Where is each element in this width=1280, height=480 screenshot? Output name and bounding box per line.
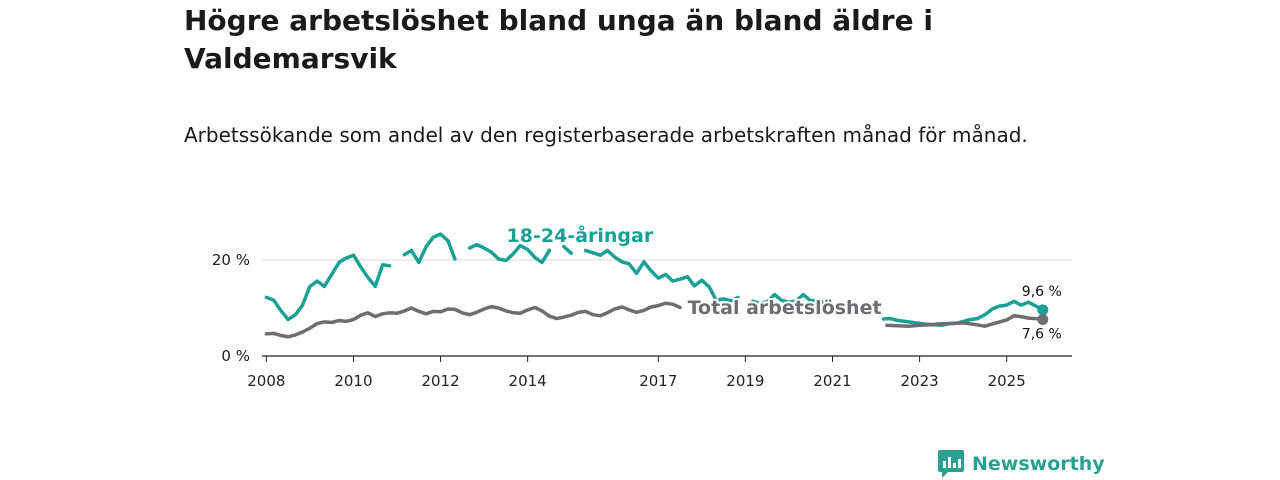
x-tick-label: 2019 <box>726 372 764 390</box>
series-line-18-24 <box>583 248 740 303</box>
series-line-18-24 <box>751 292 827 305</box>
series-line-18-24 <box>838 308 849 316</box>
x-tick-label: 2014 <box>509 372 547 390</box>
series-line-18-24 <box>562 244 573 256</box>
x-tick-label: 2025 <box>988 372 1026 390</box>
x-tick-label: 2012 <box>421 372 459 390</box>
y-tick-label: 0 % <box>221 347 250 365</box>
x-tick-label: 2023 <box>900 372 938 390</box>
series-line-18-24 <box>264 253 392 322</box>
newsworthy-logo-text: Newsworthy <box>972 453 1105 475</box>
label-layer: 9,6 % 7,6 % 18-24-åringar Total arbetslöshe… <box>505 221 1062 343</box>
series-line-total <box>264 301 682 339</box>
end-point-18-24 <box>1037 304 1049 316</box>
series-line-total <box>885 313 1045 328</box>
axis-layer: 0 % 20 % 2008 2010 2012 2014 2017 2019 2021 2023 2… <box>212 251 1072 390</box>
x-tick-label: 2017 <box>639 372 677 390</box>
series-label-18-24: 18-24-åringar <box>507 223 654 247</box>
newsworthy-logo[interactable]: Newsworthy <box>938 450 1105 478</box>
end-value-label-18-24: 9,6 % <box>1022 284 1062 300</box>
x-tick-label: 2010 <box>334 372 372 390</box>
series-layer <box>264 232 1049 339</box>
x-tick-label: 2008 <box>247 372 285 390</box>
chart-title: Högre arbetslöshet bland unga än bland ä… <box>184 4 933 75</box>
y-tick-label: 20 % <box>212 251 250 269</box>
end-point-total <box>1037 314 1049 326</box>
newsworthy-logo-icon <box>938 450 964 478</box>
series-label-total: Total arbetslöshet <box>688 297 882 319</box>
chart-subtitle: Arbetssökande som andel av den registerb… <box>184 123 1028 147</box>
end-value-label-total: 7,6 % <box>1022 327 1062 343</box>
x-tick-label: 2021 <box>813 372 851 390</box>
series-line-18-24 <box>467 242 552 265</box>
series-line-18-24 <box>402 232 457 265</box>
